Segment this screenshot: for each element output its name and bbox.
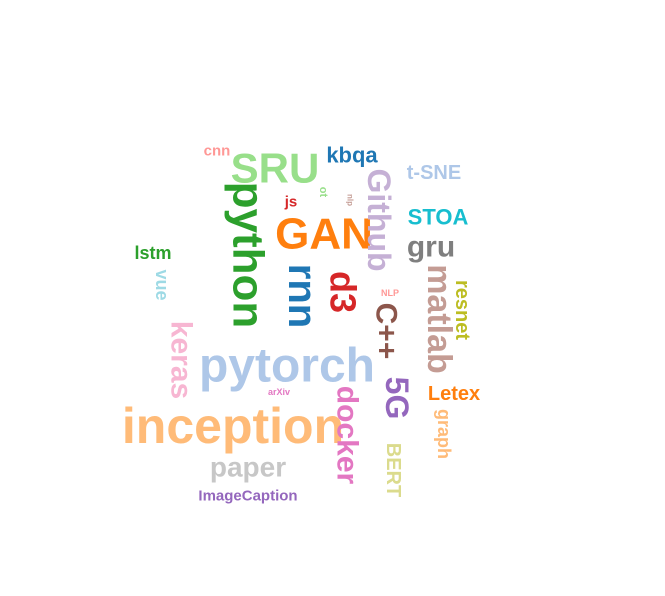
word-bert: BERT <box>382 443 404 497</box>
word-matlab: matlab <box>420 264 458 374</box>
word-kbqa: kbqa <box>326 143 378 168</box>
word-stoa: STOA <box>408 205 469 230</box>
word-imagecaption: ImageCaption <box>198 488 297 505</box>
word-arxiv: arXiv <box>268 387 290 397</box>
word-c: C++ <box>370 303 403 360</box>
word-d3: d3 <box>323 271 364 313</box>
word-nlp: NLP <box>381 288 399 298</box>
word-cnn: cnn <box>204 143 231 160</box>
word-graph: graph <box>434 409 454 459</box>
word-gru: gru <box>407 231 455 264</box>
word-t-sne: t-SNE <box>407 162 461 184</box>
word-keras: keras <box>165 321 198 399</box>
word-sru: SRU <box>231 145 320 192</box>
word-nlp: nlp <box>346 194 355 206</box>
word-inception: inception <box>122 398 344 454</box>
word-js: js <box>284 194 298 211</box>
word-python: python <box>224 182 273 329</box>
word-github: Github <box>361 168 397 271</box>
word-paper: paper <box>210 452 286 483</box>
word-letex: Letex <box>428 383 480 405</box>
word-rnn: rnn <box>280 264 324 328</box>
word-vue: vue <box>152 269 172 300</box>
word-ot: ot <box>317 187 329 198</box>
word-docker: docker <box>331 386 364 485</box>
word-pytorch: pytorch <box>199 340 375 393</box>
word-gan: GAN <box>275 210 373 259</box>
word-5g: 5G <box>379 377 415 420</box>
word-lstm: lstm <box>134 243 171 263</box>
word-resnet: resnet <box>451 280 473 340</box>
